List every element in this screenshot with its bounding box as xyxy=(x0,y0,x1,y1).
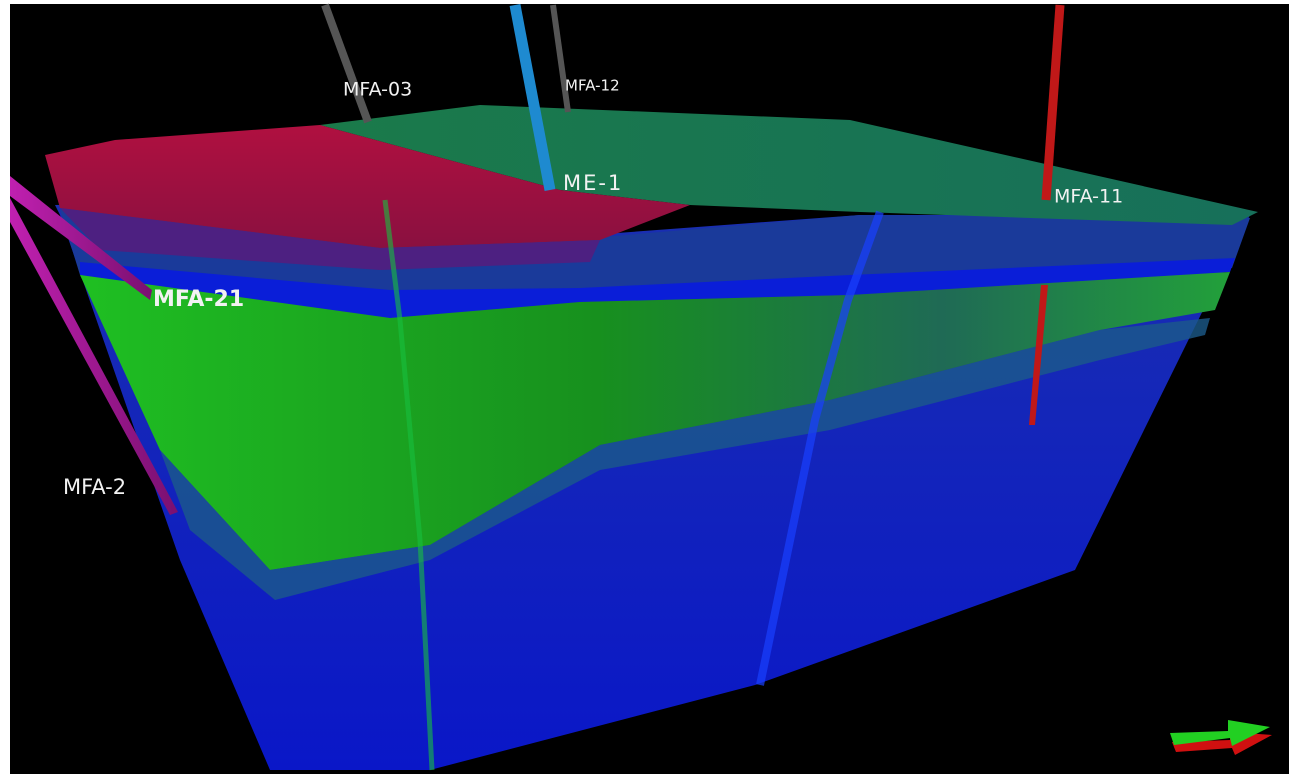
well-label: MFA-2 xyxy=(63,475,126,499)
well-label: MFA-11 xyxy=(1054,186,1123,208)
well-label: MFA-12 xyxy=(565,77,620,95)
well-label: MFA-21 xyxy=(153,287,244,312)
well-label: MFA-03 xyxy=(343,79,412,101)
well-label: ME-1 xyxy=(563,171,623,195)
page: MFA-03 MFA-12 ME-1 MFA-11 MFA-21 MFA-2 (… xyxy=(0,0,1289,774)
model-view: MFA-03 MFA-12 ME-1 MFA-11 MFA-21 MFA-2 xyxy=(0,0,1289,774)
